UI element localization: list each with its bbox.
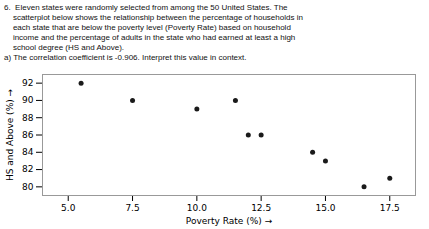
html-text:each state that are below the: each state that are below the poverty le… bbox=[4, 23, 291, 32]
svg-text:84: 84 bbox=[22, 147, 34, 157]
html-text:scatterplot below shows the re: scatterplot below shows the relationship… bbox=[4, 13, 303, 22]
svg-text:7.5: 7.5 bbox=[125, 203, 139, 213]
html-text:income and the percentage of a: income and the percentage of adults in t… bbox=[4, 33, 296, 42]
svg-text:17.5: 17.5 bbox=[380, 203, 400, 213]
html-text:6. Eleven states were randomly: 6. Eleven states were randomly selected … bbox=[4, 3, 288, 12]
svg-text:86: 86 bbox=[22, 130, 34, 140]
svg-text:92: 92 bbox=[22, 78, 33, 88]
svg-text:12.5: 12.5 bbox=[251, 203, 271, 213]
html-text:school degree (HS and Above).: school degree (HS and Above). bbox=[4, 43, 125, 52]
svg-text:88: 88 bbox=[22, 113, 34, 123]
svg-text:5.0: 5.0 bbox=[61, 203, 76, 213]
svg-text:Poverty Rate (%) →: Poverty Rate (%) → bbox=[186, 216, 273, 226]
svg-text:10.0: 10.0 bbox=[187, 203, 207, 213]
html-text:a) The correlation coefficient: a) The correlation coefficient is -0.906… bbox=[4, 53, 247, 62]
svg-text:HS and Above (%) →: HS and Above (%) → bbox=[5, 88, 15, 181]
svg-text:82: 82 bbox=[22, 164, 33, 174]
svg-text:90: 90 bbox=[22, 95, 34, 105]
svg-text:15.0: 15.0 bbox=[315, 203, 335, 213]
svg-text:80: 80 bbox=[22, 182, 34, 192]
